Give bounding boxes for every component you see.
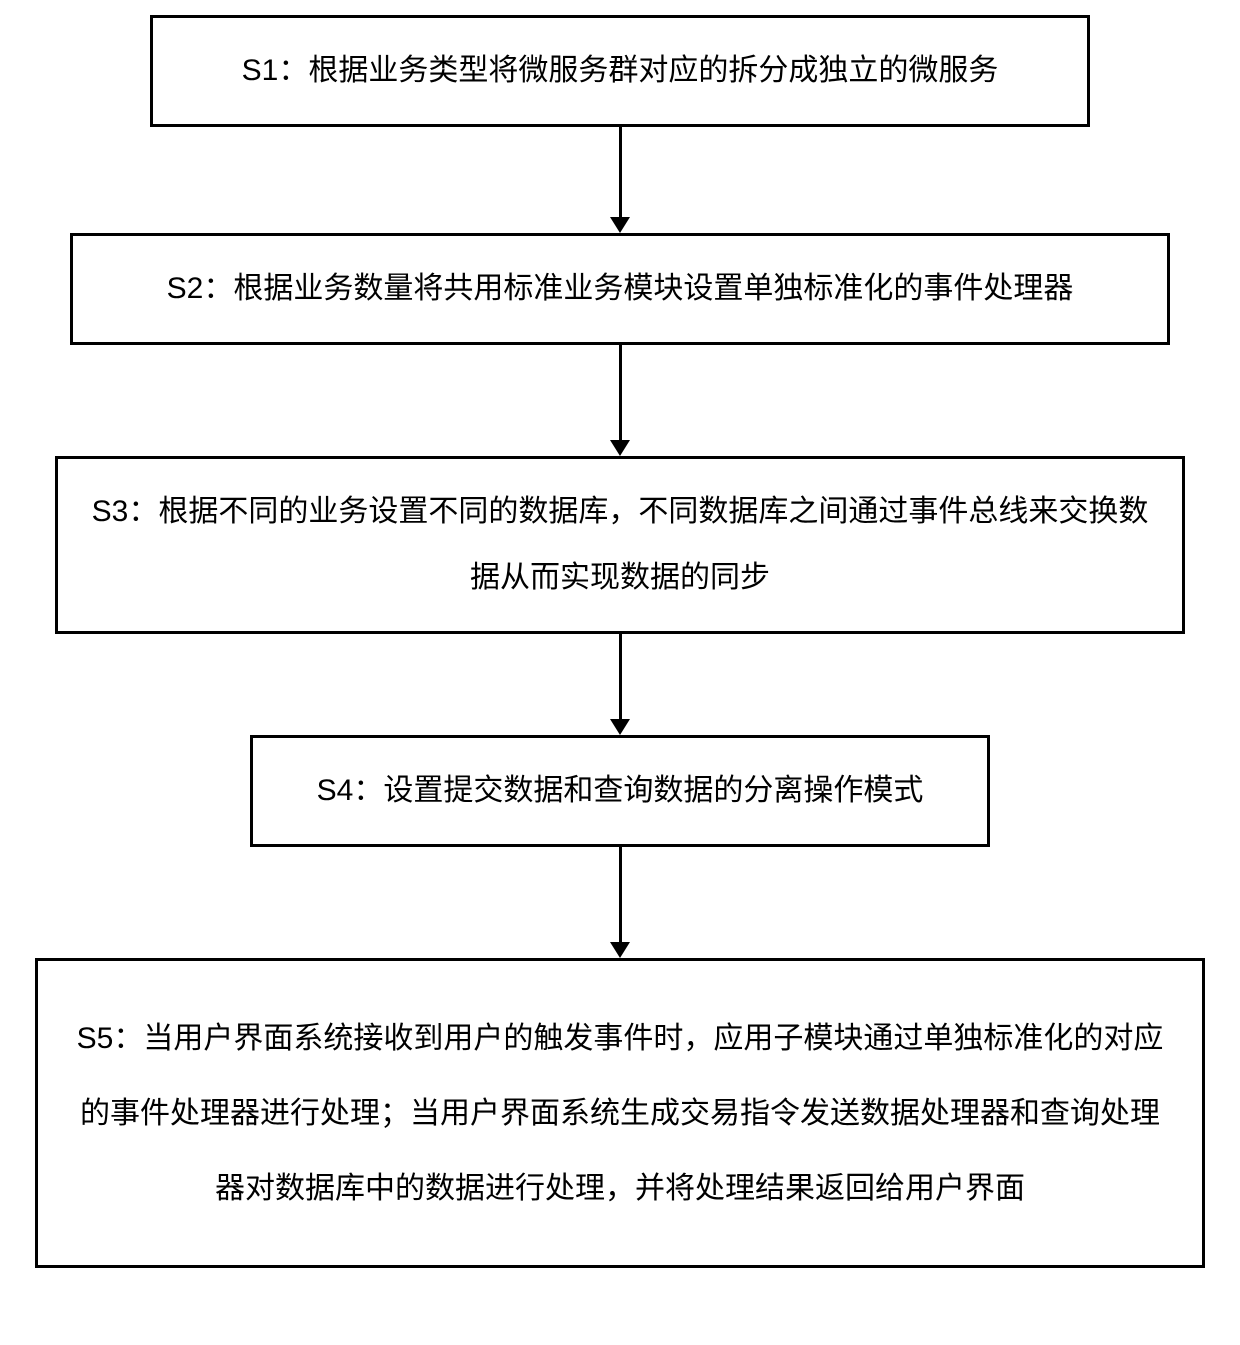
arrow-head-icon (610, 217, 630, 233)
arrow-line (619, 345, 622, 440)
flowchart-step-s4: S4：设置提交数据和查询数据的分离操作模式 (250, 735, 990, 847)
flowchart-step-s5: S5：当用户界面系统接收到用户的触发事件时，应用子模块通过单独标准化的对应的事件… (35, 958, 1205, 1268)
arrow-s3-s4 (610, 634, 630, 735)
arrow-line (619, 634, 622, 719)
arrow-line (619, 127, 622, 217)
flowchart-step-s1: S1：根据业务类型将微服务群对应的拆分成独立的微服务 (150, 15, 1090, 127)
step-s3-label: S3：根据不同的业务设置不同的数据库，不同数据库之间通过事件总线来交换数据从而实… (88, 479, 1152, 611)
step-s4-label: S4：设置提交数据和查询数据的分离操作模式 (317, 758, 924, 824)
arrow-s4-s5 (610, 847, 630, 958)
arrow-s1-s2 (610, 127, 630, 233)
arrow-line (619, 847, 622, 942)
step-s1-label: S1：根据业务类型将微服务群对应的拆分成独立的微服务 (242, 38, 999, 104)
arrow-head-icon (610, 440, 630, 456)
flowchart-step-s2: S2：根据业务数量将共用标准业务模块设置单独标准化的事件处理器 (70, 233, 1170, 345)
step-s5-label: S5：当用户界面系统接收到用户的触发事件时，应用子模块通过单独标准化的对应的事件… (68, 1001, 1172, 1226)
arrow-head-icon (610, 719, 630, 735)
arrow-s2-s3 (610, 345, 630, 456)
step-s2-label: S2：根据业务数量将共用标准业务模块设置单独标准化的事件处理器 (167, 256, 1074, 322)
arrow-head-icon (610, 942, 630, 958)
flowchart-step-s3: S3：根据不同的业务设置不同的数据库，不同数据库之间通过事件总线来交换数据从而实… (55, 456, 1185, 634)
